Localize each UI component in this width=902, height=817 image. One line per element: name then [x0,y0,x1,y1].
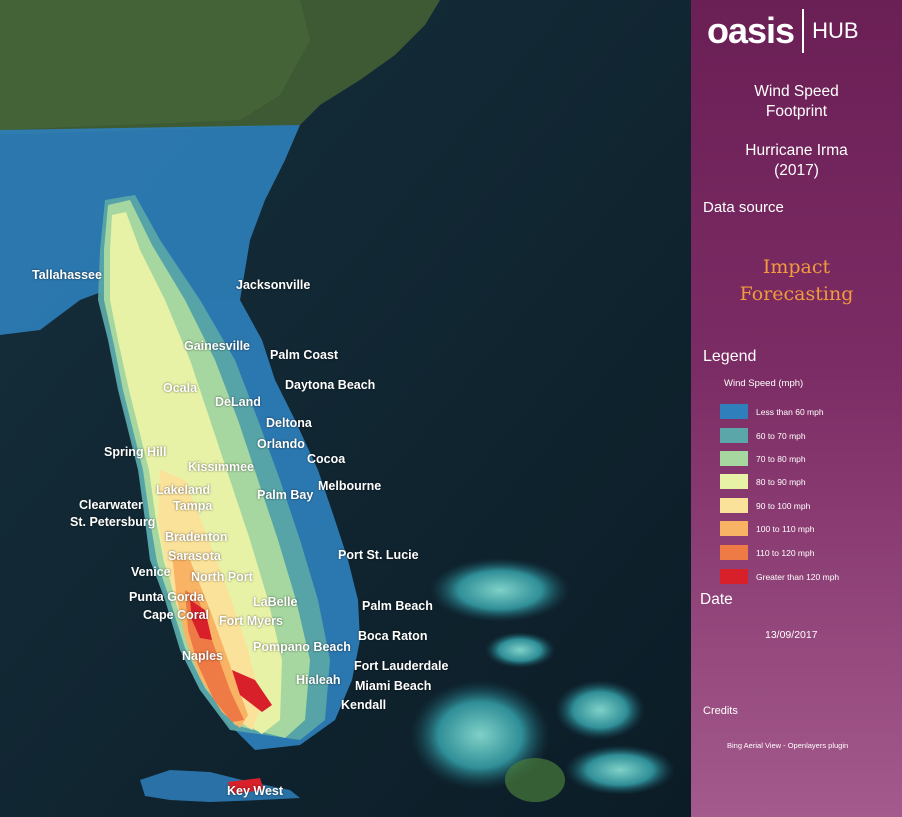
legend-swatch [720,545,748,560]
city-label: Pompano Beach [253,640,351,654]
city-label: Tallahassee [32,268,102,282]
legend-swatch [720,428,748,443]
city-label: Boca Raton [358,629,428,643]
city-label: Daytona Beach [285,378,376,392]
city-label: Palm Bay [257,488,314,502]
city-label: Deltona [266,416,312,430]
legend-swatch [720,498,748,513]
city-label: Hialeah [296,673,341,687]
city-label: Venice [131,565,171,579]
date-label: Date [700,591,733,608]
florida-keys [140,770,300,802]
legend-item-label: 80 to 90 mph [756,476,806,487]
city-label: Punta Gorda [129,590,205,604]
city-label: Fort Lauderdale [354,659,449,673]
credits-label: Credits [703,705,738,717]
city-label: Gainesville [184,339,251,353]
event-year: (2017) [774,162,819,179]
legend-item: 100 to 110 mph [720,521,814,536]
legend-swatch [720,521,748,536]
city-label: Kendall [341,698,387,712]
panel-title-text: Wind Speed Footprint [754,83,839,120]
city-label: North Port [191,570,253,584]
logo-hub-text: HUB [812,18,859,43]
data-source-line2: Forecasting [739,283,854,305]
date-value: 13/09/2017 [765,629,818,641]
city-label: Sarasota [168,549,221,563]
legend-item-label: Greater than 120 mph [756,571,840,582]
legend-item: 110 to 120 mph [720,545,814,560]
city-label: Melbourne [318,479,382,493]
legend-swatch [720,404,748,419]
city-label: Palm Beach [362,599,433,613]
city-label: St. Petersburg [70,515,156,529]
oasis-hub-logo: oasis HUB [707,8,859,54]
event-name: Hurricane Irma [745,142,848,159]
city-label: Palm Coast [270,348,339,362]
panel-title: Wind Speed Footprint [691,82,902,122]
city-label: Kissimmee [188,460,255,474]
city-label: DeLand [215,395,261,409]
info-panel: oasis HUB Wind Speed Footprint Hurricane… [691,0,902,817]
legend-item-label: 100 to 110 mph [756,523,815,534]
credits-value: Bing Aerial View - Openlayers plugin [727,741,849,750]
city-label: Jacksonville [236,278,311,292]
city-label: Bradenton [165,530,228,544]
legend-subtitle: Wind Speed (mph) [724,378,804,389]
logo-divider [802,9,805,53]
city-label: Key West [227,784,284,798]
legend-item-label: Less than 60 mph [756,406,824,417]
legend-item-label: 110 to 120 mph [756,547,815,558]
legend-item-label: 70 to 80 mph [756,453,806,464]
legend-item: 70 to 80 mph [720,451,806,466]
legend-item: 60 to 70 mph [720,428,806,443]
legend-item: 80 to 90 mph [720,474,806,489]
legend-item: 90 to 100 mph [720,498,810,513]
city-label: Ocala [163,381,198,395]
city-label: Spring Hill [104,445,167,459]
city-label: Orlando [257,437,305,451]
city-label: Cocoa [307,452,346,466]
city-label: Lakeland [156,483,211,497]
legend-item: Greater than 120 mph [720,569,839,584]
data-source-line1: Impact [762,256,831,278]
legend-swatch [720,474,748,489]
legend-label: Legend [703,348,757,365]
legend-swatch [720,569,748,584]
bahamas-shoal [430,558,570,622]
city-label: Port St. Lucie [338,548,419,562]
legend-item-label: 60 to 70 mph [756,430,806,441]
city-label: Naples [182,649,223,663]
city-label: Fort Myers [219,614,283,628]
city-label: Cape Coral [143,608,209,622]
map-view[interactable]: Tallahassee Jacksonville Gainesville Pal… [0,0,691,817]
legend-swatch [720,451,748,466]
logo-wordmark: oasis [707,10,795,51]
city-label: Tampa [173,499,213,513]
legend-item-label: 90 to 100 mph [756,500,811,511]
city-label: Miami Beach [355,679,432,693]
city-label: Clearwater [79,498,143,512]
legend-item: Less than 60 mph [720,404,824,419]
city-label: LaBelle [253,595,298,609]
data-source-label: Data source [703,199,784,216]
map-basemap [0,0,691,817]
